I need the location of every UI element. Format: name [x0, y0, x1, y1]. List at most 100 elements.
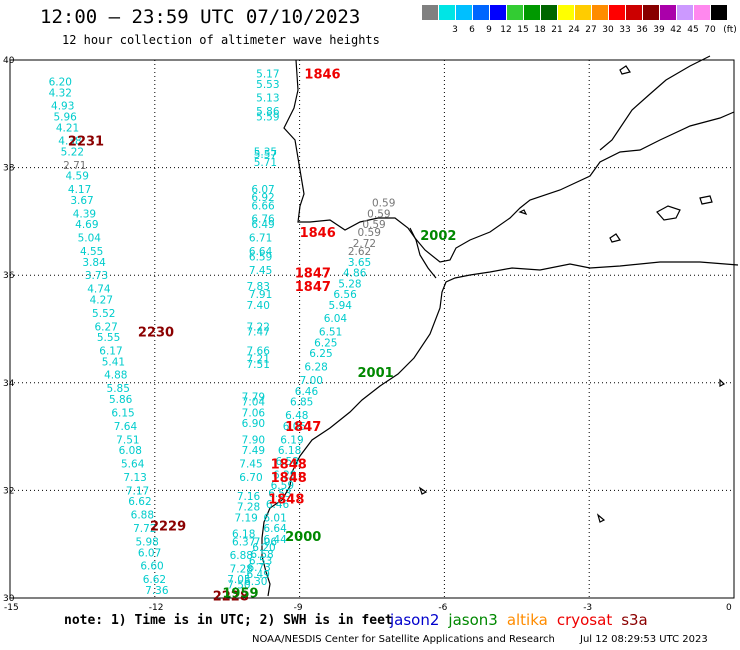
swh-value: 6.27: [94, 321, 117, 333]
swh-value: 5.98: [135, 537, 158, 549]
satellite-cryosat: cryosat: [556, 611, 613, 629]
swh-value: 7.64: [114, 421, 138, 433]
plot-frame: [9, 59, 735, 599]
swh-value: 7.83: [247, 281, 270, 293]
swh-value: 6.20: [49, 77, 72, 89]
track-time: 2230: [138, 326, 174, 341]
swh-value: 7.19: [234, 512, 257, 524]
swh-value: 5.59: [256, 111, 279, 123]
swh-value: 7.00: [300, 375, 323, 387]
swh-value: 7.22: [247, 321, 270, 333]
swh-value: 4.59: [66, 171, 89, 183]
track-time: 1848: [271, 471, 307, 486]
swh-value: 6.64: [263, 523, 287, 535]
swh-value: 6.46: [295, 386, 319, 398]
lat-tick-label: 34: [3, 379, 15, 389]
swh-value: 6.59: [249, 251, 272, 263]
track-time: 1847: [285, 420, 321, 435]
swh-value: 0.59: [372, 198, 395, 210]
swh-value: 6.29: [273, 469, 296, 481]
satellite-jason2: jason2: [390, 611, 440, 629]
track-time: 2002: [420, 229, 456, 244]
swh-value: 5.64: [121, 459, 145, 471]
swh-value: 6.37: [232, 537, 255, 549]
swh-value: 5.04: [78, 233, 102, 245]
colorbar-swatch: [660, 5, 676, 20]
iberia-coast: [283, 59, 735, 263]
swh-value: 4.32: [49, 87, 72, 99]
swh-value: 7.28: [237, 502, 260, 514]
lat-tick-label: 36: [3, 271, 15, 281]
strait-detail: [409, 227, 437, 279]
colorbar-label: 18: [534, 25, 546, 35]
swh-value: 6.71: [249, 233, 272, 245]
colorbar-label: 70: [704, 25, 716, 35]
swh-value: 0.59: [358, 227, 381, 239]
colorbar-label: 21: [551, 25, 563, 35]
swh-value: 7.17: [126, 485, 149, 497]
swh-value: 7.13: [123, 472, 146, 484]
swh-value: 7.66: [247, 346, 271, 358]
colorbar-swatch: [507, 5, 523, 20]
swh-value: 7.51: [116, 434, 139, 446]
colorbar-swatch: [439, 5, 455, 20]
lat-tick-label: 38: [3, 164, 15, 174]
colorbar-swatch: [643, 5, 659, 20]
colorbar-label: 24: [568, 25, 580, 35]
swh-value: 5.86: [109, 394, 133, 406]
colorbar-label: 42: [670, 25, 682, 35]
track-time: 2000: [285, 530, 321, 545]
swh-value: 6.66: [251, 200, 275, 212]
satellite-s3a: s3a: [621, 611, 648, 629]
colorbar-swatch: [592, 5, 608, 20]
colorbar-label: 36: [636, 25, 648, 35]
island-2: [418, 486, 428, 495]
colorbar-label: 9: [486, 25, 492, 35]
footer-credit: NOAA/NESDIS Center for Satellite Applica…: [252, 634, 555, 645]
lat-tick-label: 32: [3, 486, 14, 496]
colorbar-label: 39: [653, 25, 665, 35]
satellite-altika: altika: [506, 611, 548, 629]
swh-value: 6.60: [140, 561, 163, 573]
swh-value: 4.39: [73, 208, 96, 220]
swh-value: 3.73: [85, 270, 108, 282]
swh-value: 6.49: [251, 219, 274, 231]
swh-value: 5.41: [102, 356, 125, 368]
swh-value: 6.85: [290, 397, 313, 409]
africa-coast: [261, 261, 739, 597]
swh-value: 6.70: [239, 472, 262, 484]
bal-coast: [599, 55, 711, 151]
track-time: 2231: [68, 135, 104, 150]
page-subtitle: 12 hour collection of altimeter wave hei…: [62, 33, 380, 47]
swh-value: 6.25: [314, 337, 337, 349]
swh-value: 7.40: [247, 300, 270, 312]
track-time: 1848: [268, 492, 304, 507]
axis-labels: 40 38 36 34 32 30-15 -12 -9 -6 -3 0: [3, 56, 732, 613]
colorbar-label: 33: [619, 25, 631, 35]
swh-value: 6.59: [271, 480, 294, 492]
swh-value: 5.71: [254, 157, 277, 169]
swh-value: 7.28: [230, 563, 253, 575]
colorbar-label: 45: [687, 25, 699, 35]
swh-value: 6.17: [99, 346, 122, 358]
track-time: 1847: [295, 267, 331, 282]
swh-value: 4.74: [87, 284, 111, 296]
swh-value: 5.94: [329, 300, 353, 312]
track-time: 1959: [222, 587, 258, 602]
colorbar-swatch: [490, 5, 506, 20]
lon-tick-label: 0: [726, 603, 732, 613]
colorbar-swatch: [694, 5, 710, 20]
swh-value: 6.18: [232, 528, 255, 540]
swh-value: 6.30: [244, 576, 267, 588]
island-4: [619, 65, 631, 75]
swh-value: 6.53: [268, 488, 291, 500]
swh-value: 7.06: [242, 407, 266, 419]
swh-value: 6.73: [247, 562, 270, 574]
colorbar-label: 15: [517, 25, 529, 35]
swh-value: 5.28: [338, 278, 361, 290]
swh-value: 7.90: [242, 434, 265, 446]
lon-tick-label: -3: [583, 603, 592, 613]
swh-value: 6.56: [333, 289, 357, 301]
swh-value: 6.04: [324, 313, 348, 325]
swh-value: 5.17: [256, 68, 279, 80]
